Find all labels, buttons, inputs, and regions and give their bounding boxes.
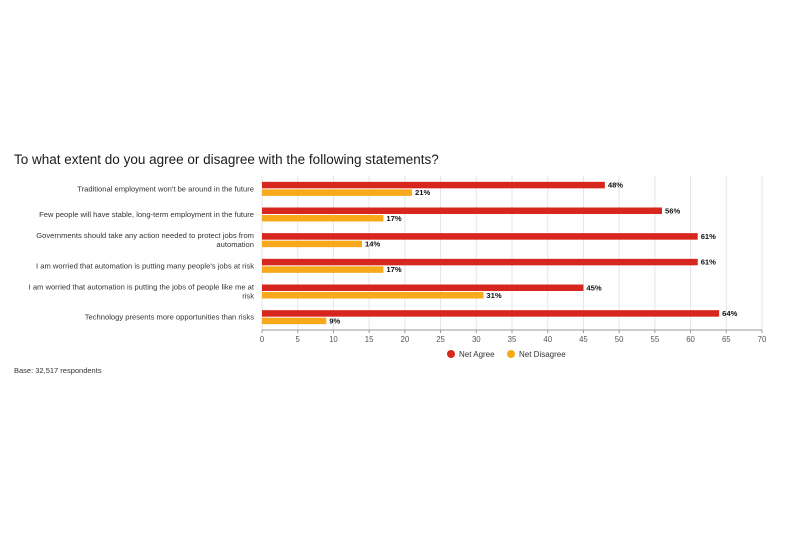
legend-label-net-disagree: Net Disagree	[519, 350, 566, 359]
x-tick-label: 30	[472, 335, 481, 344]
bar-net-disagree	[262, 240, 362, 248]
bar-net-disagree	[262, 292, 484, 299]
data-label-net-agree: 48%	[608, 181, 623, 190]
bar-net-agree	[262, 233, 698, 240]
x-tick-label: 55	[651, 335, 660, 344]
bar-net-agree	[262, 310, 720, 317]
bar-net-agree	[262, 284, 584, 291]
grid-lines	[261, 176, 763, 330]
x-tick-label: 15	[365, 335, 374, 344]
bar-net-agree	[262, 181, 605, 189]
x-tick-label: 25	[436, 335, 445, 344]
x-tick-label: 0	[260, 335, 265, 344]
x-tick-label: 20	[401, 335, 410, 344]
x-tick-label: 10	[329, 335, 338, 344]
category-labels: Traditional employment won't be around i…	[29, 184, 255, 321]
bars: 48% 21% 56% 17% 61% 14% 61% 17% 45% 31% 64% 9%	[262, 181, 738, 326]
x-tick-label: 70	[758, 335, 767, 344]
x-tick-label: 60	[686, 335, 695, 344]
data-label-net-disagree: 17%	[386, 214, 401, 223]
base-note: Base: 32,517 respondents	[14, 366, 102, 375]
category-label: Governments should take any action neede…	[36, 231, 254, 240]
data-label-net-disagree: 17%	[386, 265, 401, 274]
category-label: automation	[216, 240, 254, 249]
x-tick-label: 50	[615, 335, 624, 344]
x-tick-label: 35	[508, 335, 517, 344]
category-label: I am worried that automation is putting …	[36, 261, 254, 270]
bar-net-disagree	[262, 317, 327, 325]
chart-title: To what extent do you agree or disagree …	[14, 152, 439, 167]
x-tick-label: 45	[579, 335, 588, 344]
x-axis: 0 5 10 15 20 25 30 35 40 45 50 55 60 65 70	[260, 329, 767, 344]
data-label-net-disagree: 14%	[365, 240, 380, 249]
legend: Net Agree Net Disagree	[447, 350, 566, 359]
bar-net-disagree	[262, 266, 384, 273]
data-label-net-agree: 61%	[701, 258, 716, 267]
legend-marker-net-agree	[447, 350, 455, 358]
data-label-net-agree: 64%	[722, 309, 737, 318]
legend-label-net-agree: Net Agree	[459, 350, 495, 359]
data-label-net-agree: 45%	[586, 283, 601, 292]
data-label-net-agree: 61%	[701, 232, 716, 241]
x-tick-label: 40	[543, 335, 552, 344]
data-label-net-agree: 56%	[665, 206, 680, 215]
data-label-net-disagree: 31%	[486, 291, 501, 300]
data-label-net-disagree: 21%	[415, 188, 430, 197]
legend-marker-net-disagree	[507, 350, 515, 358]
bar-net-agree	[262, 207, 662, 214]
bar-net-agree	[262, 258, 698, 266]
category-label: Traditional employment won't be around i…	[77, 184, 254, 193]
data-label-net-disagree: 9%	[329, 317, 340, 326]
bar-net-disagree	[262, 189, 412, 196]
category-label: I am worried that automation is putting …	[29, 283, 255, 292]
x-tick-label: 5	[296, 335, 301, 344]
x-tick-label: 65	[722, 335, 731, 344]
category-label: Few people will have stable, long-term e…	[39, 210, 254, 219]
category-label: Technology presents more opportunities t…	[85, 313, 254, 322]
bar-net-disagree	[262, 215, 384, 222]
category-label: risk	[242, 292, 254, 301]
